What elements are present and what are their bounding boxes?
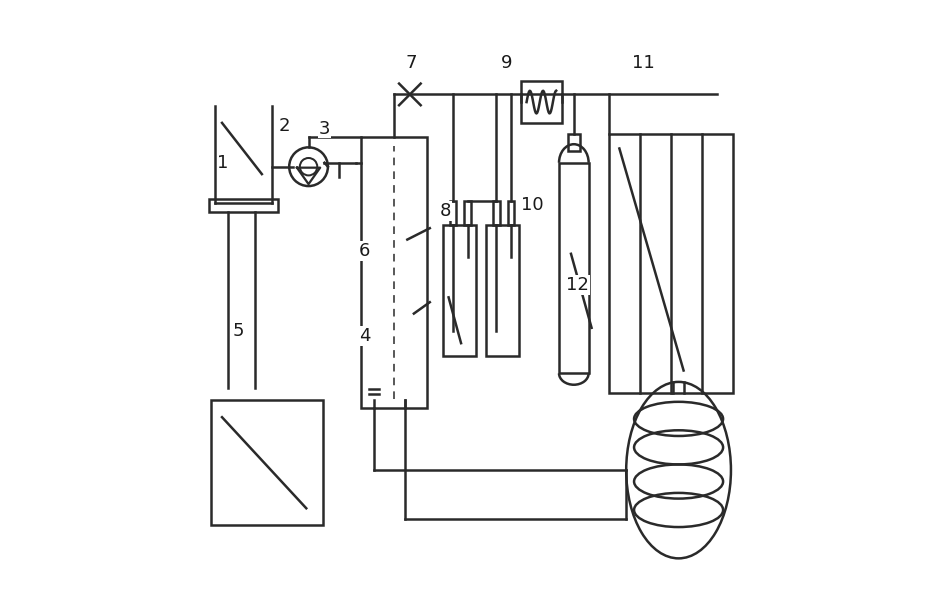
Bar xyxy=(449,202,456,225)
Text: 9: 9 xyxy=(500,54,512,72)
Bar xyxy=(464,202,471,225)
Text: 2: 2 xyxy=(278,117,290,135)
Bar xyxy=(567,134,579,151)
Text: 12: 12 xyxy=(565,276,589,294)
Bar xyxy=(443,225,476,356)
Text: 3: 3 xyxy=(318,120,329,138)
Text: 8: 8 xyxy=(439,202,450,220)
Bar xyxy=(210,199,278,212)
Bar xyxy=(520,81,562,123)
Bar xyxy=(507,202,514,225)
Text: 11: 11 xyxy=(632,54,654,72)
Bar xyxy=(211,400,323,525)
Bar xyxy=(559,162,588,374)
Text: 4: 4 xyxy=(358,327,370,345)
Bar xyxy=(609,134,733,393)
Text: 10: 10 xyxy=(520,196,543,215)
Text: 6: 6 xyxy=(359,242,370,260)
Text: 7: 7 xyxy=(405,54,417,72)
Bar xyxy=(362,137,427,407)
Bar xyxy=(485,225,518,356)
Bar xyxy=(492,202,499,225)
Text: 5: 5 xyxy=(232,321,244,340)
Text: 1: 1 xyxy=(217,154,228,172)
